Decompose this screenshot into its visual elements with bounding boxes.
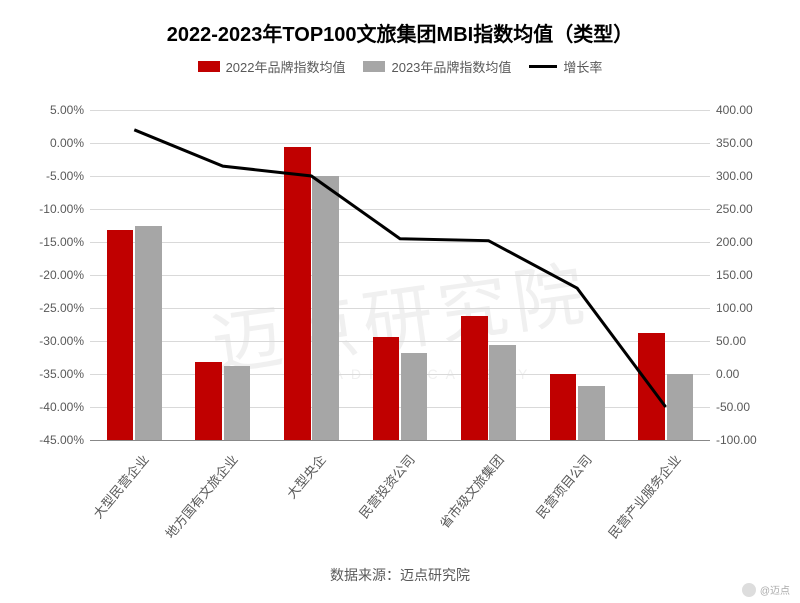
x-axis-label: 大型民营企业 xyxy=(88,450,153,522)
chart-container: 2022-2023年TOP100文旅集团MBI指数均值（类型） 2022年品牌指… xyxy=(0,0,800,603)
y-right-tick: 200.00 xyxy=(716,235,753,249)
y-left-tick: 0.00% xyxy=(50,136,84,150)
legend-label-2023: 2023年品牌指数均值 xyxy=(391,57,511,76)
y-right-tick: 50.00 xyxy=(716,334,746,348)
y-left-tick: -15.00% xyxy=(39,235,84,249)
legend-swatch-growth xyxy=(529,65,557,68)
y-right-tick: 300.00 xyxy=(716,169,753,183)
y-right-tick: 250.00 xyxy=(716,202,753,216)
y-left-tick: -45.00% xyxy=(39,433,84,447)
y-right-tick: 350.00 xyxy=(716,136,753,150)
chart-title: 2022-2023年TOP100文旅集团MBI指数均值（类型） xyxy=(0,0,800,47)
attribution: @迈点 xyxy=(742,582,790,597)
x-axis-labels: 大型民营企业地方国有文旅企业大型央企民营投资公司省市级文旅集团民营项目公司民营产… xyxy=(90,442,710,562)
y-left-tick: -5.00% xyxy=(46,169,84,183)
y-left-tick: -40.00% xyxy=(39,400,84,414)
y-left-tick: -35.00% xyxy=(39,367,84,381)
legend-swatch-2023 xyxy=(363,61,385,72)
chart-footer: 数据来源：迈点研究院 xyxy=(0,565,800,585)
legend-swatch-2022 xyxy=(198,61,220,72)
x-axis-label: 地方国有文旅企业 xyxy=(160,450,241,542)
y-right-tick: -100.00 xyxy=(716,433,757,447)
y-left-tick: 5.00% xyxy=(50,103,84,117)
y-left-tick: -25.00% xyxy=(39,301,84,315)
growth-line xyxy=(90,110,710,440)
attribution-icon xyxy=(742,583,756,597)
x-axis-label: 民营产业服务企业 xyxy=(603,450,684,542)
legend-label-growth: 增长率 xyxy=(563,57,602,76)
growth-line-path xyxy=(134,130,665,407)
x-axis-label: 省市级文旅集团 xyxy=(434,450,507,532)
x-axis-label: 民营投资公司 xyxy=(354,450,419,522)
y-right-tick: 100.00 xyxy=(716,301,753,315)
plot-area: 5.00%400.000.00%350.00-5.00%300.00-10.00… xyxy=(90,110,710,440)
y-right-tick: 400.00 xyxy=(716,103,753,117)
legend-label-2022: 2022年品牌指数均值 xyxy=(226,57,346,76)
legend-item-growth: 增长率 xyxy=(529,57,602,76)
legend-item-2022: 2022年品牌指数均值 xyxy=(198,57,346,76)
legend: 2022年品牌指数均值 2023年品牌指数均值 增长率 xyxy=(0,57,800,76)
y-left-tick: -10.00% xyxy=(39,202,84,216)
y-left-tick: -20.00% xyxy=(39,268,84,282)
legend-item-2023: 2023年品牌指数均值 xyxy=(363,57,511,76)
y-right-tick: 150.00 xyxy=(716,268,753,282)
y-left-tick: -30.00% xyxy=(39,334,84,348)
attribution-text: @迈点 xyxy=(760,582,790,597)
y-right-tick: -50.00 xyxy=(716,400,750,414)
x-axis-label: 大型央企 xyxy=(282,450,330,502)
y-right-tick: 0.00 xyxy=(716,367,739,381)
x-axis-label: 民营项目公司 xyxy=(531,450,596,522)
